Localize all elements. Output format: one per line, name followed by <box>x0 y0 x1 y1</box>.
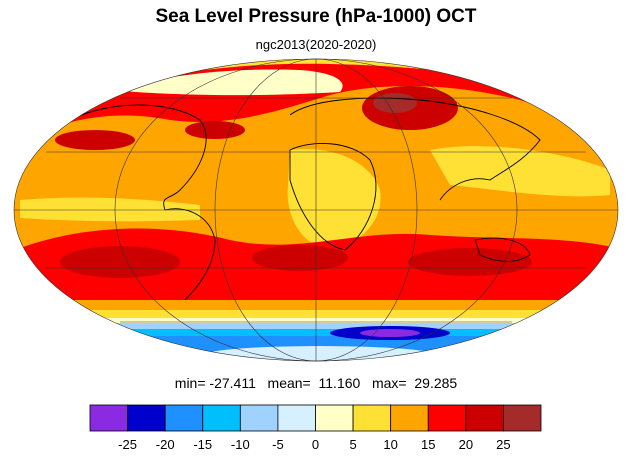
field-arctic-pale <box>110 69 343 96</box>
min-value: -27.411 <box>209 375 256 391</box>
colorbar-swatch <box>277 404 316 432</box>
colorbar-tick-label: -25 <box>118 437 137 452</box>
field-spac-high <box>60 246 180 278</box>
chart-subtitle: ngc2013(2020-2020) <box>255 37 377 52</box>
colorbar-tick-label: -10 <box>231 437 250 452</box>
field-npac-high <box>55 130 135 150</box>
colorbar-tick-label: 5 <box>349 437 356 452</box>
colorbar-swatch <box>465 404 504 432</box>
mean-value: 11.160 <box>318 375 361 391</box>
chart-title: Sea Level Pressure (hPa-1000) OCT <box>155 6 477 27</box>
colorbar-tick-label: -5 <box>272 437 284 452</box>
colorbar-swatch <box>202 404 241 432</box>
colorbar-tick-label: 25 <box>496 437 510 452</box>
max-label: max= <box>371 375 407 391</box>
field-antarctic-low-core <box>360 329 420 337</box>
colorbar-tick-label: -20 <box>156 437 175 452</box>
min-label: min= <box>174 375 206 391</box>
stats-line: min= -27.411 mean= 11.160 max= 29.285 <box>0 375 632 391</box>
colorbar-swatch <box>89 404 128 432</box>
colorbar-tick-label: 20 <box>459 437 473 452</box>
colorbar-swatch <box>352 404 392 432</box>
field-antarctica <box>200 346 440 361</box>
colorbar-swatch <box>315 404 354 432</box>
mean-label: mean= <box>267 375 311 391</box>
field-tropic-yellow-pac <box>20 197 200 222</box>
colorbar-swatch <box>127 404 166 432</box>
colorbar-tick-label: -15 <box>193 437 212 452</box>
field-satl-high <box>252 245 348 271</box>
colorbar-tick-label: 10 <box>383 437 397 452</box>
coastlines <box>69 97 541 301</box>
graticule <box>13 58 619 362</box>
max-value: 29.285 <box>414 375 458 391</box>
colorbar-swatch <box>390 404 429 432</box>
colorbar-swatch <box>239 404 279 432</box>
colorbar-swatch <box>503 404 542 432</box>
colorbar-swatch <box>164 404 204 432</box>
field-tropic-yellow-asia <box>430 146 610 197</box>
colorbar-tick-label: 0 <box>312 437 319 452</box>
colorbar-tick-label: 15 <box>421 437 435 452</box>
colorbar-swatch <box>427 404 467 432</box>
field-natl-high <box>185 121 245 139</box>
